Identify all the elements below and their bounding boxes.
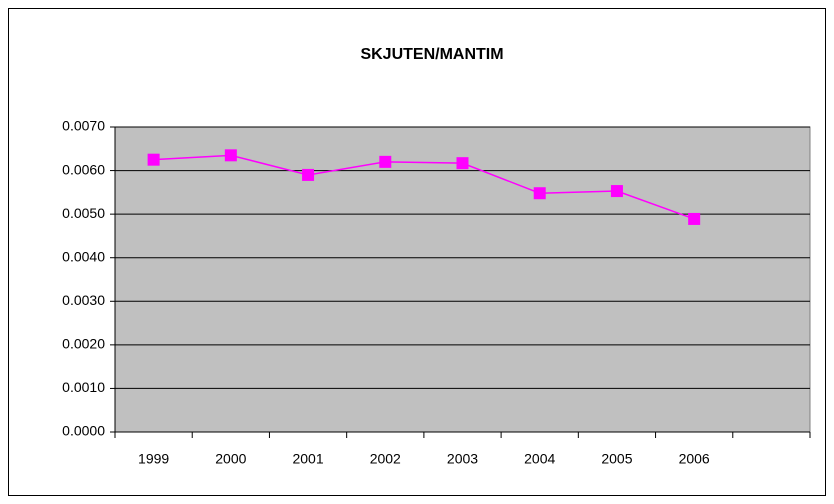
y-tick-label: 0.0070 [62, 118, 105, 134]
x-tick-label: 2004 [524, 451, 555, 467]
y-tick-label: 0.0020 [62, 336, 105, 352]
plot-area [114, 126, 811, 433]
point-marker [610, 185, 623, 198]
point-marker [688, 212, 701, 225]
series-line [153, 154, 695, 220]
y-tick-label: 0.0000 [62, 423, 105, 439]
x-tick-label: 2003 [447, 451, 478, 467]
x-tick-label: 2002 [370, 451, 401, 467]
y-tick-label: 0.0060 [62, 161, 105, 177]
chart-title: SKJUTEN/MANTIM [360, 46, 503, 63]
y-tick-label: 0.0030 [62, 292, 105, 308]
x-tick-label: 1999 [138, 451, 169, 467]
x-tick-label: 2000 [215, 451, 246, 467]
x-tick-label: 2006 [679, 451, 710, 467]
y-tick-label: 0.0010 [62, 379, 105, 395]
x-tick-label: 2005 [601, 451, 632, 467]
point-marker [533, 187, 546, 200]
point-marker [302, 168, 315, 181]
point-marker [379, 155, 392, 168]
y-tick-label: 0.0050 [62, 205, 105, 221]
point-marker [456, 157, 469, 170]
point-marker [147, 153, 160, 166]
y-tick-label: 0.0040 [62, 248, 105, 264]
point-marker [224, 149, 237, 162]
x-tick-label: 2001 [292, 451, 323, 467]
